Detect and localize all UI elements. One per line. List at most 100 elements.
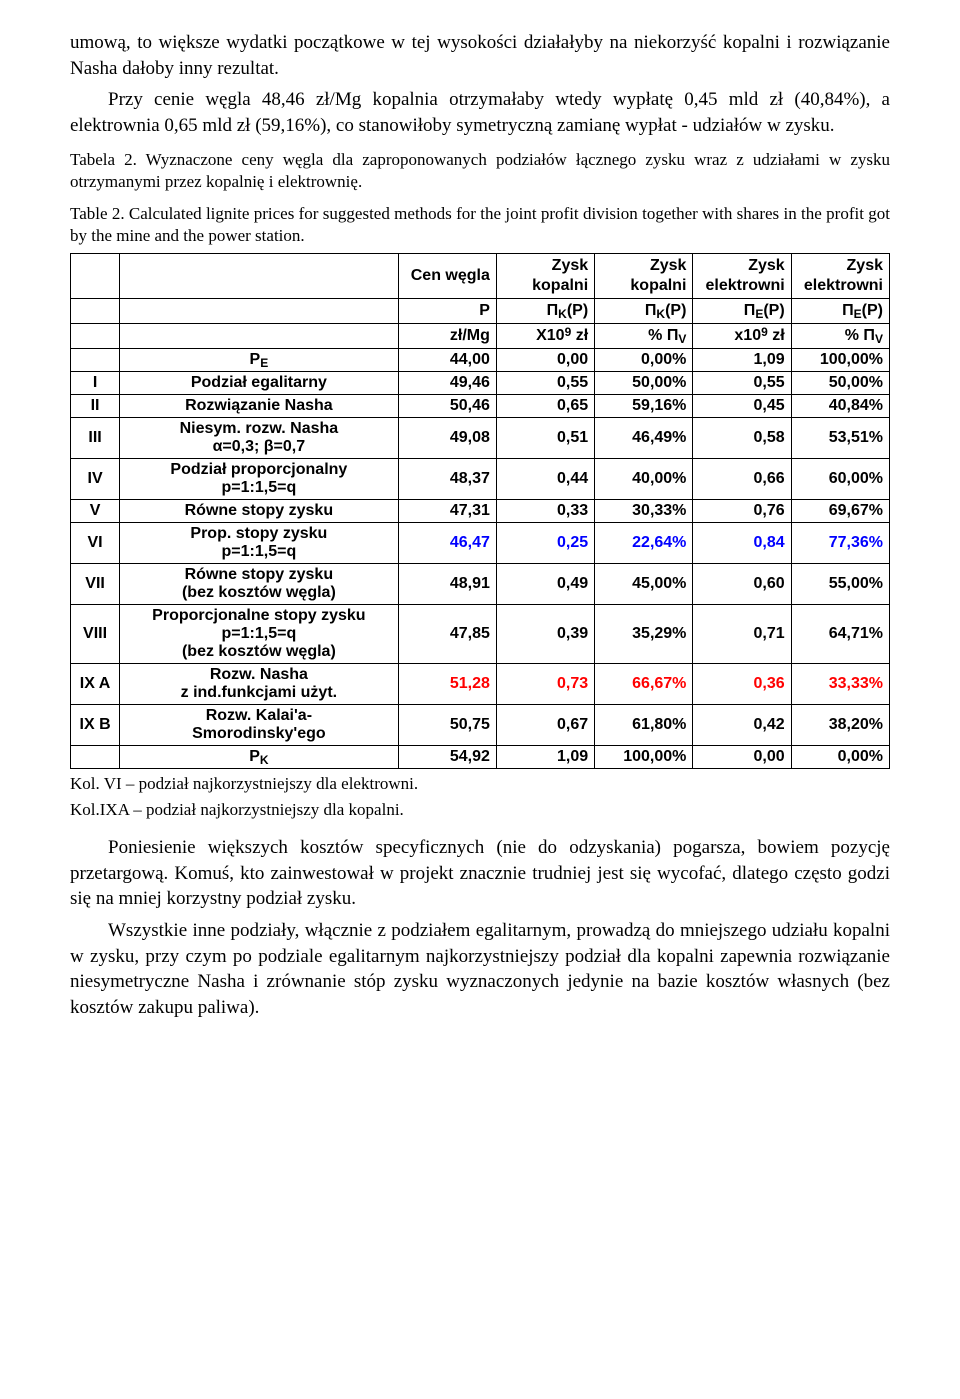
row-index: IV (71, 458, 120, 499)
row-label: Równe stopy zysku (120, 499, 398, 522)
row-value: 49,08 (398, 417, 496, 458)
hdr-cen: Cen węgla (398, 253, 496, 298)
table-header-row-1: Cen węgla Zyskkopalni Zyskkopalni Zyskel… (71, 253, 890, 298)
row-value: 0,65 (496, 394, 594, 417)
row-index: II (71, 394, 120, 417)
row-value: 61,80% (595, 704, 693, 745)
hdr-ze1: Zyskelektrowni (693, 253, 791, 298)
hdr-unit-c: X109 zł (496, 323, 594, 348)
row-value: 0,60 (693, 563, 791, 604)
row-value: 0,39 (496, 604, 594, 663)
row-value: 0,00 (693, 745, 791, 768)
row-value: 0,45 (693, 394, 791, 417)
table-row: IIINiesym. rozw. Nashaα=0,3; β=0,749,080… (71, 417, 890, 458)
row-value: 22,64% (595, 522, 693, 563)
footnote-2: Kol.IXA – podział najkorzystniejszy dla … (70, 799, 890, 821)
row-value: 60,00% (791, 458, 889, 499)
row-value: 0,33 (496, 499, 594, 522)
row-value: 0,51 (496, 417, 594, 458)
hdr-PiE2: ΠE(P) (791, 298, 889, 323)
row-label: Podział egalitarny (120, 371, 398, 394)
row-value: 69,67% (791, 499, 889, 522)
paragraph-3: Poniesienie większych kosztów specyficzn… (70, 835, 890, 912)
table-row: IVPodział proporcjonalnyp=1:1,5=q48,370,… (71, 458, 890, 499)
row-value: 0,42 (693, 704, 791, 745)
row-value: 0,67 (496, 704, 594, 745)
row-value: 53,51% (791, 417, 889, 458)
row-index: VII (71, 563, 120, 604)
row-value: 0,84 (693, 522, 791, 563)
row-index: I (71, 371, 120, 394)
row-value: 66,67% (595, 663, 693, 704)
row-value: 0,71 (693, 604, 791, 663)
row-value: 30,33% (595, 499, 693, 522)
row-label: Prop. stopy zyskup=1:1,5=q (120, 522, 398, 563)
row-label: Niesym. rozw. Nashaα=0,3; β=0,7 (120, 417, 398, 458)
row-value: 46,49% (595, 417, 693, 458)
row-value: 55,00% (791, 563, 889, 604)
row-value: 45,00% (595, 563, 693, 604)
row-value: 40,00% (595, 458, 693, 499)
paragraph-2: Przy cenie węgla 48,46 zł/Mg kopalnia ot… (70, 87, 890, 138)
row-value: 100,00% (791, 348, 889, 371)
row-value: 0,66 (693, 458, 791, 499)
row-value: 51,28 (398, 663, 496, 704)
hdr-unit-pv2: % ΠV (791, 323, 889, 348)
row-value: 50,75 (398, 704, 496, 745)
footnote-1: Kol. VI – podział najkorzystniejszy dla … (70, 773, 890, 795)
table-row: VIProp. stopy zyskup=1:1,5=q46,470,2522,… (71, 522, 890, 563)
row-value: 35,29% (595, 604, 693, 663)
row-value: 0,73 (496, 663, 594, 704)
row-index: V (71, 499, 120, 522)
row-value: 0,49 (496, 563, 594, 604)
page-container: umową, to większe wydatki początkowe w t… (0, 0, 960, 1067)
row-value: 0,55 (693, 371, 791, 394)
table-caption-en: Table 2. Calculated lignite prices for s… (70, 203, 890, 247)
row-index: IX B (71, 704, 120, 745)
row-value: 48,91 (398, 563, 496, 604)
row-value: 0,76 (693, 499, 791, 522)
row-value: 0,00% (595, 348, 693, 371)
row-value: 49,46 (398, 371, 496, 394)
row-value: 47,31 (398, 499, 496, 522)
table-row: PK54,921,09100,00%0,000,00% (71, 745, 890, 768)
row-index: IX A (71, 663, 120, 704)
row-index (71, 745, 120, 768)
table-header-row-3: zł/Mg X109 zł % ΠV x109 zł % ΠV (71, 323, 890, 348)
row-label: PE (120, 348, 398, 371)
paragraph-4: Wszystkie inne podziały, włącznie z podz… (70, 918, 890, 1021)
row-value: 1,09 (693, 348, 791, 371)
profit-division-table: Cen węgla Zyskkopalni Zyskkopalni Zyskel… (70, 253, 890, 769)
hdr-unit-p: zł/Mg (398, 323, 496, 348)
row-value: 59,16% (595, 394, 693, 417)
paragraph-1: umową, to większe wydatki początkowe w t… (70, 30, 890, 81)
hdr-P: P (398, 298, 496, 323)
table-caption-pl: Tabela 2. Wyznaczone ceny węgla dla zapr… (70, 149, 890, 193)
table-row: IIRozwiązanie Nasha50,460,6559,16%0,4540… (71, 394, 890, 417)
row-value: 47,85 (398, 604, 496, 663)
hdr-unit-pv: % ΠV (595, 323, 693, 348)
hdr-zk1: Zyskkopalni (496, 253, 594, 298)
row-value: 44,00 (398, 348, 496, 371)
table-row: IX BRozw. Kalai'a-Smorodinsky'ego50,750,… (71, 704, 890, 745)
row-value: 1,09 (496, 745, 594, 768)
row-value: 54,92 (398, 745, 496, 768)
row-value: 64,71% (791, 604, 889, 663)
row-index: VI (71, 522, 120, 563)
row-value: 0,00% (791, 745, 889, 768)
hdr-PiK: ΠK(P) (496, 298, 594, 323)
table-header-row-2: P ΠK(P) ΠK(P) ΠE(P) ΠE(P) (71, 298, 890, 323)
row-value: 50,00% (791, 371, 889, 394)
table-row: IPodział egalitarny49,460,5550,00%0,5550… (71, 371, 890, 394)
row-value: 0,25 (496, 522, 594, 563)
table-row: VIIRówne stopy zysku(bez kosztów węgla)4… (71, 563, 890, 604)
row-value: 50,46 (398, 394, 496, 417)
row-value: 40,84% (791, 394, 889, 417)
hdr-ze2: Zyskelektrowni (791, 253, 889, 298)
row-label: PK (120, 745, 398, 768)
row-index (71, 348, 120, 371)
row-label: Rozwiązanie Nasha (120, 394, 398, 417)
row-label: Rozw. Kalai'a-Smorodinsky'ego (120, 704, 398, 745)
hdr-PiE: ΠE(P) (693, 298, 791, 323)
row-value: 33,33% (791, 663, 889, 704)
